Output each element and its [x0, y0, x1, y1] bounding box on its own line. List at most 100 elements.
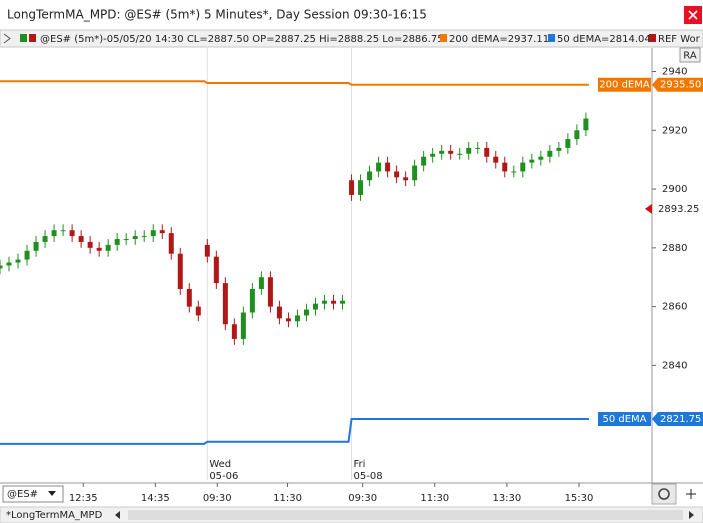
candle-body — [430, 153, 436, 157]
candle-body — [159, 230, 165, 234]
zoom-button[interactable] — [686, 489, 696, 499]
ema50-swatch — [548, 34, 555, 42]
candle-body — [349, 180, 355, 195]
y-tick-label: 2840 — [662, 360, 687, 371]
ema-name-box — [598, 412, 651, 427]
refresh-icon — [658, 488, 670, 500]
ref-info: REF Wor — [658, 34, 701, 45]
candle-body — [285, 318, 291, 322]
status-toggle[interactable] — [3, 33, 11, 44]
candle-body — [222, 283, 228, 325]
up-swatch — [20, 34, 27, 42]
y-tick-label: 2920 — [662, 125, 687, 136]
last-price-marker — [645, 203, 652, 214]
x-tick-label: 12:35 — [69, 493, 98, 504]
candle-body — [312, 303, 318, 310]
y-tick-label: 2880 — [662, 243, 687, 254]
close-icon — [688, 10, 698, 20]
candle-body — [358, 180, 364, 195]
candle-body — [520, 162, 526, 172]
candle-body — [141, 236, 147, 238]
symbol-text: @ES# — [7, 489, 38, 500]
tab-label[interactable]: *LongTermMA_MPD — [6, 510, 103, 521]
candle-body — [33, 241, 39, 251]
candle-body — [60, 230, 66, 232]
ema-line — [0, 80, 589, 86]
candle-body — [493, 156, 499, 163]
ema-name-box — [598, 77, 651, 92]
candle-body — [565, 139, 571, 148]
x-tick-label: 13:30 — [492, 493, 521, 504]
candle-body — [538, 156, 544, 160]
candle-body — [114, 239, 120, 245]
x-tick-label: 15:30 — [565, 493, 594, 504]
down-swatch — [29, 34, 36, 42]
candle-body — [448, 150, 454, 154]
ema-name: 200 dEMA — [599, 80, 650, 91]
candle-body — [24, 250, 30, 260]
y-tick-label: 2940 — [662, 67, 687, 78]
scroll-right[interactable] — [689, 511, 694, 519]
candle-body — [403, 177, 409, 181]
candle-body — [331, 300, 337, 304]
candle-body — [583, 118, 589, 131]
candle-body — [249, 288, 255, 313]
ema200-info: 200 dEMA=2937.11 — [449, 34, 549, 45]
symbol-box[interactable] — [2, 485, 64, 503]
candle-body — [376, 162, 382, 172]
status-bar — [0, 29, 703, 48]
candle-body — [502, 162, 508, 172]
candle-body — [168, 233, 174, 254]
last-price-label: 2893.25 — [658, 204, 699, 215]
candle-body — [466, 147, 472, 154]
window-title: LongTermMA_MPD: @ES# (5m*) 5 Minutes*, D… — [7, 8, 427, 22]
candle-body — [321, 300, 327, 304]
candle-body — [556, 147, 562, 151]
candle-body — [367, 171, 373, 181]
candle-body — [267, 277, 273, 307]
candle-body — [177, 253, 183, 289]
ra-button[interactable] — [679, 47, 701, 63]
candle-body — [96, 247, 102, 251]
dropdown-arrow — [48, 491, 56, 496]
candle-body — [15, 259, 21, 263]
bar-info: @ES# (5m*)-05/05/20 14:30 CL=2887.50 OP=… — [40, 34, 444, 45]
refresh-button[interactable] — [651, 483, 677, 505]
candle-body — [51, 230, 57, 237]
candle-body — [294, 315, 300, 322]
candle-body — [385, 162, 391, 172]
x-tick-label: 14:35 — [141, 493, 170, 504]
candle-body — [87, 241, 93, 248]
candle-body — [150, 230, 156, 237]
candle-body — [547, 150, 553, 157]
ema-value: 2821.75 — [660, 414, 701, 425]
candle-body — [231, 324, 237, 339]
ref-swatch — [649, 34, 656, 42]
x-tick-label: 09:30 — [203, 493, 232, 504]
candle-body — [457, 153, 463, 155]
candle-body — [511, 171, 517, 173]
candle-body — [132, 236, 138, 240]
candle-body — [213, 256, 219, 284]
x-tick-label: 11:30 — [420, 493, 449, 504]
candle-body — [412, 165, 418, 181]
scrollbar[interactable] — [128, 510, 683, 520]
x-tick-label: 09:30 — [348, 493, 377, 504]
day-date: 05-08 — [354, 471, 383, 482]
candle-body — [0, 265, 3, 269]
ra-label: RA — [683, 51, 697, 62]
candle-body — [69, 230, 75, 237]
candle-body — [258, 277, 264, 289]
y-tick-label: 2900 — [662, 184, 687, 195]
candle-body — [303, 309, 309, 316]
scroll-left[interactable] — [115, 511, 120, 519]
candle-body — [439, 150, 445, 154]
candle-body — [484, 147, 490, 157]
candle-body — [574, 130, 580, 140]
ema-value: 2935.50 — [660, 80, 701, 91]
candle-body — [240, 312, 246, 339]
candle-body — [6, 262, 12, 266]
ema-name: 50 dEMA — [602, 414, 646, 425]
